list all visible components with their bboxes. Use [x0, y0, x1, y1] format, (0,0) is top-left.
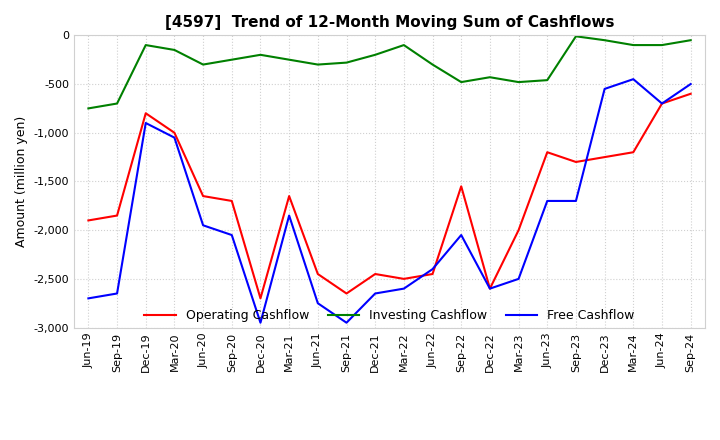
Free Cashflow — [285, 213, 294, 218]
Investing Cashflow — [342, 60, 351, 65]
Investing Cashflow — [371, 52, 379, 58]
Investing Cashflow — [572, 34, 580, 39]
Operating Cashflow — [514, 227, 523, 233]
Line: Operating Cashflow: Operating Cashflow — [89, 94, 690, 298]
Operating Cashflow — [170, 130, 179, 136]
Investing Cashflow — [113, 101, 122, 106]
Free Cashflow — [141, 121, 150, 126]
Free Cashflow — [170, 135, 179, 140]
Line: Investing Cashflow: Investing Cashflow — [89, 37, 690, 108]
Free Cashflow — [657, 101, 666, 106]
Investing Cashflow — [629, 42, 638, 48]
Operating Cashflow — [285, 194, 294, 199]
Operating Cashflow — [485, 286, 494, 291]
Operating Cashflow — [600, 154, 609, 160]
Investing Cashflow — [657, 42, 666, 48]
Investing Cashflow — [400, 42, 408, 48]
Operating Cashflow — [256, 296, 265, 301]
Free Cashflow — [371, 291, 379, 296]
Operating Cashflow — [141, 110, 150, 116]
Operating Cashflow — [629, 150, 638, 155]
Operating Cashflow — [371, 271, 379, 277]
Operating Cashflow — [572, 159, 580, 165]
Y-axis label: Amount (million yen): Amount (million yen) — [15, 116, 28, 247]
Free Cashflow — [514, 276, 523, 282]
Investing Cashflow — [485, 75, 494, 80]
Investing Cashflow — [285, 57, 294, 62]
Operating Cashflow — [84, 218, 93, 223]
Investing Cashflow — [313, 62, 322, 67]
Free Cashflow — [485, 286, 494, 291]
Free Cashflow — [113, 291, 122, 296]
Free Cashflow — [686, 81, 695, 87]
Free Cashflow — [600, 86, 609, 92]
Free Cashflow — [84, 296, 93, 301]
Investing Cashflow — [170, 48, 179, 53]
Free Cashflow — [543, 198, 552, 204]
Operating Cashflow — [228, 198, 236, 204]
Free Cashflow — [457, 232, 466, 238]
Free Cashflow — [313, 301, 322, 306]
Operating Cashflow — [428, 271, 437, 277]
Free Cashflow — [199, 223, 207, 228]
Investing Cashflow — [686, 37, 695, 43]
Investing Cashflow — [141, 42, 150, 48]
Investing Cashflow — [228, 57, 236, 62]
Legend: Operating Cashflow, Investing Cashflow, Free Cashflow: Operating Cashflow, Investing Cashflow, … — [140, 304, 639, 327]
Operating Cashflow — [686, 91, 695, 96]
Investing Cashflow — [256, 52, 265, 58]
Free Cashflow — [342, 320, 351, 325]
Free Cashflow — [428, 267, 437, 272]
Investing Cashflow — [457, 80, 466, 85]
Operating Cashflow — [400, 276, 408, 282]
Investing Cashflow — [514, 80, 523, 85]
Operating Cashflow — [657, 101, 666, 106]
Free Cashflow — [572, 198, 580, 204]
Investing Cashflow — [199, 62, 207, 67]
Operating Cashflow — [199, 194, 207, 199]
Operating Cashflow — [313, 271, 322, 277]
Operating Cashflow — [113, 213, 122, 218]
Free Cashflow — [256, 320, 265, 325]
Free Cashflow — [400, 286, 408, 291]
Free Cashflow — [629, 77, 638, 82]
Line: Free Cashflow: Free Cashflow — [89, 79, 690, 323]
Operating Cashflow — [543, 150, 552, 155]
Title: [4597]  Trend of 12-Month Moving Sum of Cashflows: [4597] Trend of 12-Month Moving Sum of C… — [165, 15, 614, 30]
Operating Cashflow — [342, 291, 351, 296]
Free Cashflow — [228, 232, 236, 238]
Investing Cashflow — [600, 37, 609, 43]
Operating Cashflow — [457, 183, 466, 189]
Investing Cashflow — [428, 62, 437, 67]
Investing Cashflow — [84, 106, 93, 111]
Investing Cashflow — [543, 77, 552, 83]
